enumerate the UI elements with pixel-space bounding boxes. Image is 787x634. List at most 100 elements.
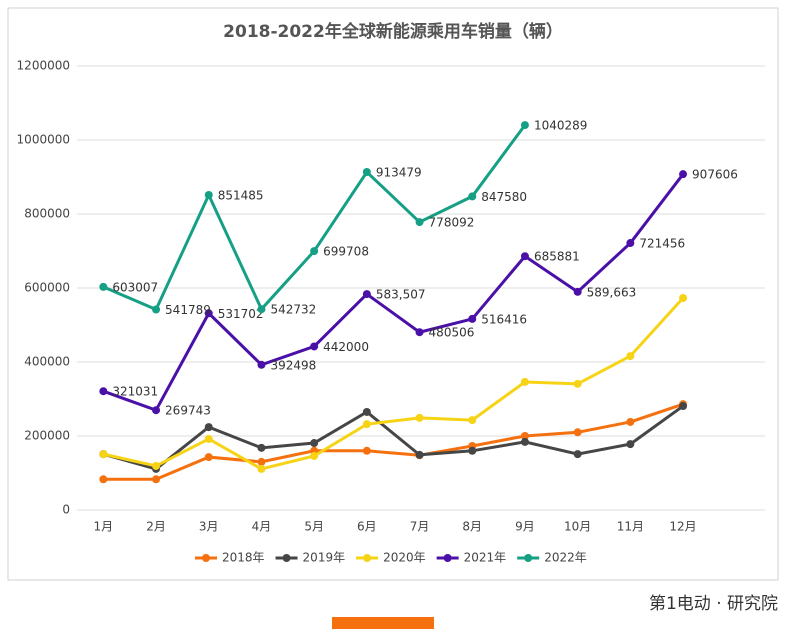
data-point <box>679 402 688 411</box>
data-label: 542732 <box>270 303 316 317</box>
x-tick-label: 7月 <box>410 520 430 534</box>
series-line <box>103 402 684 481</box>
x-tick-label: 8月 <box>462 520 482 534</box>
data-point <box>99 387 108 396</box>
data-point <box>362 290 371 299</box>
legend-label: 2020年 <box>383 551 426 565</box>
legend-swatch-dot <box>202 554 210 562</box>
data-point <box>415 218 424 227</box>
data-label: 1040289 <box>534 119 587 133</box>
data-point <box>626 417 635 426</box>
data-point <box>679 170 688 179</box>
y-tick-label: 1000000 <box>17 133 70 147</box>
data-point <box>573 450 582 459</box>
data-point <box>152 475 161 484</box>
legend-label: 2018年 <box>222 551 265 565</box>
data-label: 847580 <box>481 190 527 204</box>
series-line <box>102 173 685 413</box>
legend-label: 2019年 <box>303 551 346 565</box>
data-point <box>152 305 161 314</box>
data-point <box>520 377 529 386</box>
data-point <box>520 432 529 440</box>
y-tick-label: 400000 <box>24 355 70 369</box>
chart-frame <box>7 7 779 581</box>
data-point <box>204 309 213 318</box>
data-label: 480506 <box>429 326 475 340</box>
data-point <box>257 305 266 314</box>
x-tick-label: 10月 <box>564 520 591 534</box>
data-label: 778092 <box>429 216 475 230</box>
data-point <box>573 287 582 296</box>
data-point <box>310 247 319 256</box>
legend-swatch-dot <box>524 554 533 562</box>
x-tick-label: 1月 <box>94 520 114 534</box>
data-point <box>99 450 108 459</box>
watermark: 第1电动 · 研究院 <box>649 594 778 614</box>
data-label: 516416 <box>481 312 527 326</box>
data-point <box>415 413 424 422</box>
legend-swatch-dot <box>282 554 291 562</box>
data-label: 442000 <box>323 340 369 354</box>
x-tick-label: 11月 <box>617 520 644 534</box>
data-point <box>257 360 266 369</box>
x-tick-label: 12月 <box>669 520 696 534</box>
data-point <box>573 379 582 388</box>
data-point <box>99 282 108 291</box>
data-point <box>152 461 161 470</box>
data-label: 721456 <box>639 237 685 251</box>
legend: 2018年 2019年 2020年 2021年 2022年 <box>195 551 587 565</box>
data-point <box>468 314 477 323</box>
y-tick-label: 800000 <box>24 207 70 221</box>
y-tick-label: 600000 <box>24 281 70 295</box>
data-point <box>204 434 213 443</box>
data-label: 269743 <box>165 404 211 418</box>
data-point <box>573 428 582 437</box>
legend-swatch-dot <box>363 554 372 562</box>
data-label: 907606 <box>692 168 738 182</box>
data-point <box>520 121 529 130</box>
y-tick-label: 200000 <box>24 429 70 443</box>
data-point <box>520 252 529 261</box>
data-point <box>415 450 424 459</box>
data-point <box>310 342 319 351</box>
x-tick-label: 3月 <box>199 520 219 534</box>
data-point <box>415 328 424 337</box>
x-tick-label: 2月 <box>146 520 166 534</box>
data-point <box>257 464 266 473</box>
y-tick-label: 1200000 <box>17 59 70 73</box>
series-line <box>103 296 685 471</box>
footer-bar <box>332 617 434 629</box>
data-point <box>679 293 688 302</box>
data-point <box>468 446 477 455</box>
data-label: 851485 <box>218 188 264 202</box>
data-label: 541789 <box>165 303 211 317</box>
data-label: 685881 <box>534 250 580 264</box>
x-tick-label: 5月 <box>304 520 324 534</box>
data-label: 321031 <box>112 385 158 399</box>
x-tick-label: 6月 <box>357 520 377 534</box>
data-label: 589,663 <box>587 285 637 299</box>
data-point <box>310 451 319 460</box>
data-point <box>204 190 213 199</box>
data-label: 531702 <box>218 307 264 321</box>
data-point <box>468 416 477 425</box>
data-point <box>362 446 371 455</box>
data-point <box>626 352 635 361</box>
data-label: 699708 <box>323 245 369 259</box>
data-point <box>152 406 161 415</box>
data-point <box>468 192 477 201</box>
data-point <box>204 423 213 432</box>
data-point <box>257 443 266 452</box>
x-tick-label: 9月 <box>515 520 535 534</box>
data-point <box>362 168 371 177</box>
data-point <box>520 437 529 446</box>
data-point <box>362 407 371 416</box>
chart-title: 2018-2022年全球新能源乘用车销量（辆） <box>223 21 563 42</box>
legend-swatch-dot <box>443 554 452 562</box>
legend-label: 2022年 <box>544 551 587 565</box>
data-label: 603007 <box>112 280 158 294</box>
y-tick-label: 0 <box>62 503 70 517</box>
data-point <box>362 420 371 429</box>
data-point <box>204 453 213 462</box>
